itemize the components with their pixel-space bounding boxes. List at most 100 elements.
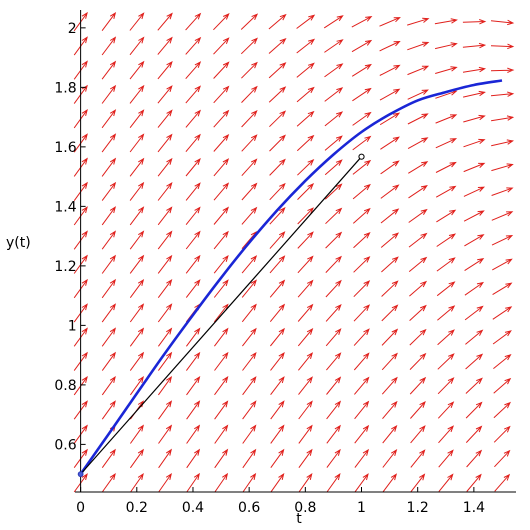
- x-tick-label: 0.4: [182, 500, 204, 516]
- direction-arrow: [380, 160, 400, 175]
- direction-arrow: [186, 400, 201, 420]
- direction-arrow: [491, 163, 514, 172]
- direction-arrow: [326, 376, 342, 395]
- direction-arrow: [129, 279, 145, 298]
- direction-arrow: [382, 424, 398, 444]
- direction-arrow: [435, 161, 457, 173]
- direction-arrow: [270, 400, 285, 420]
- direction-arrow: [438, 425, 455, 444]
- direction-arrow: [296, 38, 316, 54]
- direction-arrow: [437, 377, 455, 395]
- direction-arrow: [241, 158, 258, 177]
- x-tick-label: 1.2: [407, 500, 429, 516]
- direction-arrow: [324, 135, 343, 151]
- direction-arrow: [325, 255, 342, 273]
- direction-arrow: [213, 13, 230, 31]
- direction-arrow: [379, 88, 401, 101]
- direction-arrow: [129, 254, 145, 274]
- direction-arrow: [214, 472, 229, 493]
- direction-arrow: [325, 328, 342, 347]
- direction-arrow: [186, 448, 201, 469]
- direction-arrow: [157, 36, 173, 55]
- direction-arrow: [158, 473, 172, 493]
- x-tick-label: 1.4: [463, 500, 485, 516]
- direction-arrow: [466, 449, 483, 468]
- direction-arrow: [101, 254, 116, 274]
- direction-arrow: [157, 327, 173, 347]
- direction-arrow: [270, 472, 285, 493]
- direction-arrow: [465, 329, 484, 345]
- direction-arrow: [464, 257, 485, 272]
- direction-arrow: [129, 60, 145, 80]
- direction-arrow: [157, 230, 173, 250]
- direction-arrow: [382, 473, 398, 493]
- direction-arrow: [326, 424, 341, 444]
- direction-arrow: [185, 254, 201, 274]
- direction-arrow: [158, 424, 173, 444]
- direction-arrow: [298, 376, 313, 395]
- direction-arrow: [354, 376, 370, 395]
- direction-arrow: [409, 304, 427, 321]
- direction-arrow: [241, 182, 258, 201]
- direction-arrow: [185, 279, 201, 298]
- direction-arrow: [435, 114, 458, 124]
- direction-arrow: [129, 133, 145, 153]
- direction-arrow: [214, 351, 229, 371]
- direction-arrow: [268, 13, 287, 30]
- direction-arrow: [381, 352, 398, 371]
- direction-arrow: [129, 84, 145, 104]
- direction-arrow: [101, 376, 116, 396]
- direction-arrow: [381, 256, 399, 273]
- direction-arrow: [297, 183, 315, 200]
- curves: [77, 79, 503, 478]
- direction-arrow: [490, 19, 515, 26]
- direction-arrow: [352, 111, 372, 126]
- direction-arrow: [101, 230, 116, 250]
- direction-arrow: [352, 87, 372, 102]
- direction-arrow: [270, 376, 285, 396]
- direction-arrow: [268, 38, 287, 54]
- y-axis-label: y(t): [6, 235, 31, 251]
- approximation-end-point: [358, 153, 365, 160]
- initial-point: [77, 471, 84, 478]
- direction-arrow: [269, 303, 286, 323]
- direction-arrow: [185, 351, 201, 371]
- direction-arrow: [242, 472, 257, 493]
- direction-arrow: [435, 185, 457, 198]
- direction-arrow: [157, 279, 173, 298]
- direction-arrow: [437, 353, 455, 370]
- direction-arrow: [354, 400, 370, 420]
- direction-arrow: [493, 401, 511, 419]
- direction-arrow: [157, 157, 173, 177]
- direction-arrow: [241, 134, 258, 152]
- direction-arrow: [437, 305, 456, 321]
- direction-arrow: [129, 109, 145, 129]
- direction-arrow: [492, 282, 513, 296]
- direction-arrow: [379, 17, 401, 27]
- direction-arrow: [101, 60, 117, 80]
- direction-arrow: [298, 352, 314, 371]
- solution-curve: [79, 79, 503, 475]
- direction-arrow: [436, 281, 456, 297]
- direction-arrow: [101, 400, 116, 420]
- direction-arrow: [410, 449, 426, 468]
- direction-arrow: [325, 304, 342, 322]
- direction-arrow: [185, 133, 201, 153]
- direction-arrow: [438, 473, 454, 492]
- direction-arrow: [129, 230, 145, 250]
- direction-arrow: [214, 327, 229, 347]
- direction-arrow: [462, 66, 487, 73]
- direction-arrow: [491, 235, 514, 246]
- direction-arrow: [298, 448, 313, 468]
- direction-arrow: [157, 376, 173, 396]
- direction-arrow: [213, 182, 230, 201]
- direction-arrow: [462, 90, 486, 98]
- direction-arrow: [493, 425, 511, 443]
- direction-arrow: [185, 327, 201, 347]
- direction-arrow: [352, 159, 372, 175]
- direction-arrow: [325, 231, 343, 249]
- direction-arrow: [352, 135, 372, 151]
- direction-arrow: [213, 133, 230, 152]
- direction-arrow: [185, 157, 201, 177]
- x-tick-label: 0: [76, 500, 85, 516]
